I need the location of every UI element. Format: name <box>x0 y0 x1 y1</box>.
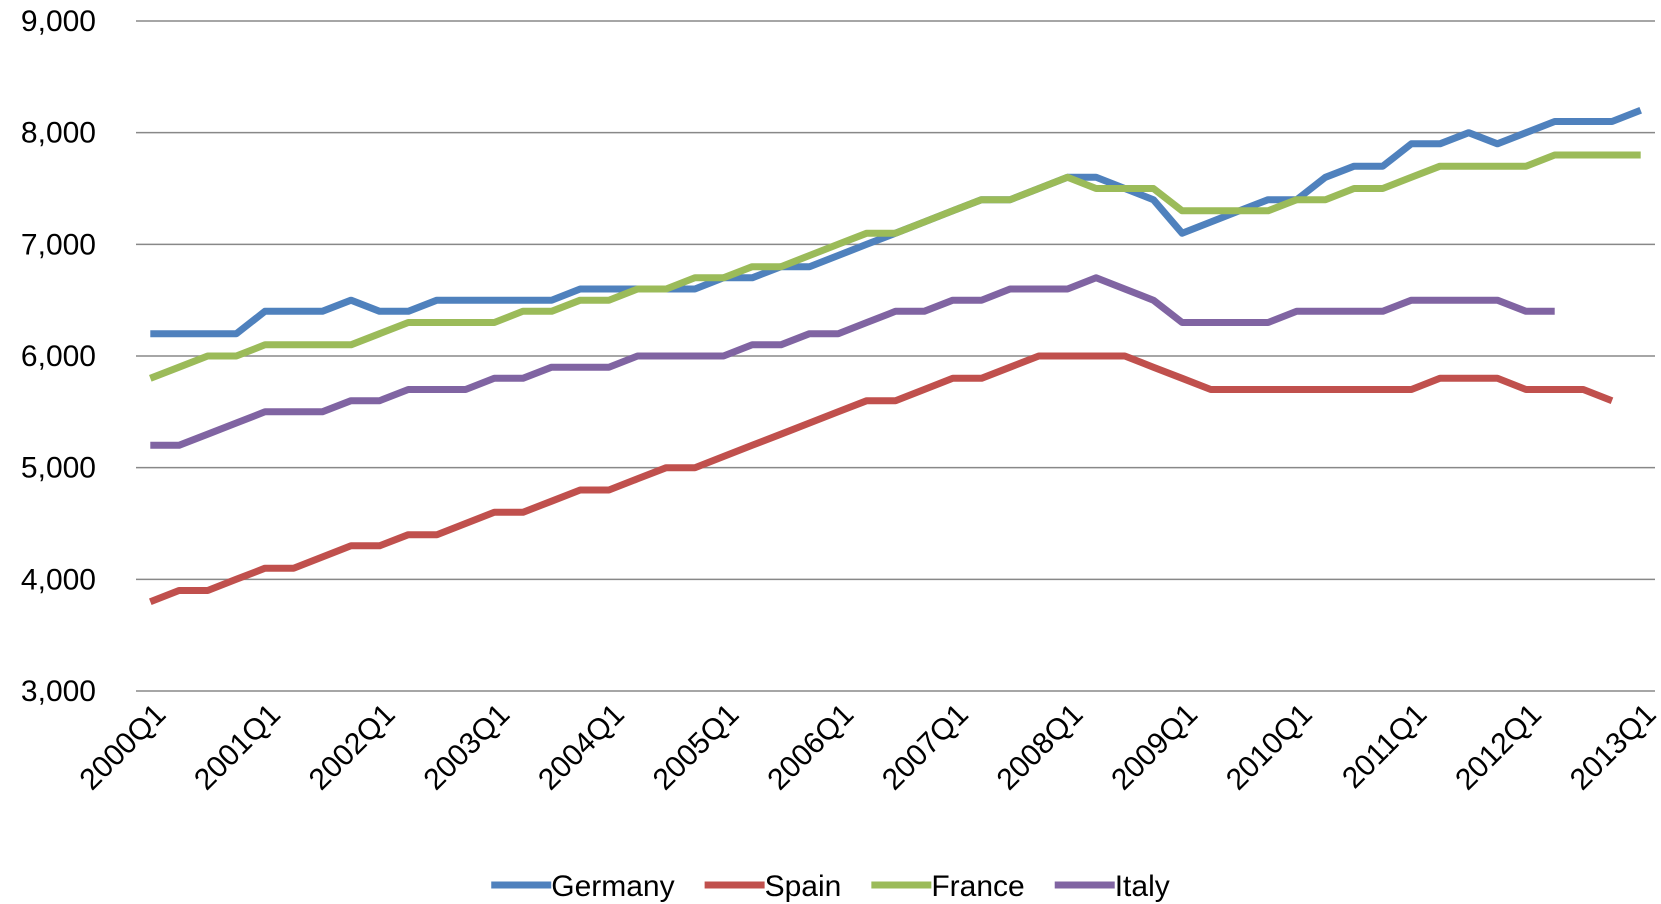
legend-item: Germany <box>491 870 675 903</box>
legend-label: France <box>931 870 1024 903</box>
x-tick-label: 2013Q1 <box>1564 698 1661 797</box>
y-tick-label: 6,000 <box>21 340 96 373</box>
x-tick-label: 2004Q1 <box>532 698 631 797</box>
x-tick-label: 2006Q1 <box>761 698 860 797</box>
x-tick-label: 2002Q1 <box>303 698 402 797</box>
y-tick-label: 7,000 <box>21 228 96 261</box>
series-line <box>149 352 1614 605</box>
x-tick-label: 2010Q1 <box>1220 698 1319 797</box>
y-tick-label: 4,000 <box>21 563 96 596</box>
legend: Germany Spain France Italy <box>491 870 1170 903</box>
legend-label: Spain <box>765 870 842 903</box>
x-tick-label: 2001Q1 <box>188 698 287 797</box>
x-tick-label: 2007Q1 <box>876 698 975 797</box>
y-tick-label: 3,000 <box>21 675 96 708</box>
x-tick-label: 2012Q1 <box>1449 698 1548 797</box>
x-tick-label: 2005Q1 <box>647 698 746 797</box>
legend-item: Italy <box>1054 870 1170 903</box>
legend-item: Spain <box>704 870 842 903</box>
series-line <box>149 151 1641 382</box>
x-tick-label: 2009Q1 <box>1105 698 1204 797</box>
x-tick-label: 2000Q1 <box>74 698 173 797</box>
legend-label: Italy <box>1115 870 1170 903</box>
legend-label: Germany <box>551 870 674 903</box>
series-line <box>150 274 1555 449</box>
legend-item: France <box>871 870 1025 903</box>
x-tick-label: 2003Q1 <box>417 698 516 797</box>
x-tick-label: 2011Q1 <box>1336 698 1433 795</box>
x-tick-label: 2008Q1 <box>991 698 1090 797</box>
y-tick-label: 5,000 <box>21 452 96 485</box>
y-tick-label: 8,000 <box>21 117 96 150</box>
y-tick-label: 9,000 <box>21 5 96 38</box>
